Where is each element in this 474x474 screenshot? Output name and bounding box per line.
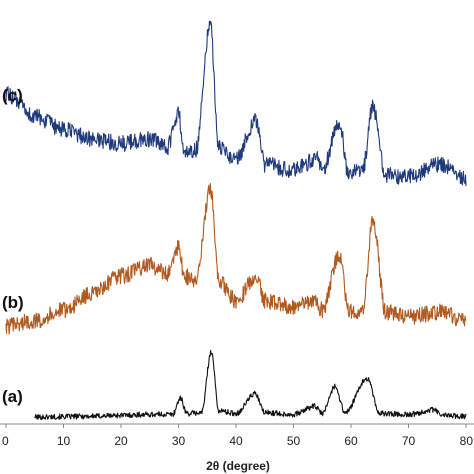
series-labels: (a) (b) (c)	[2, 86, 24, 406]
x-tick-label: 60	[344, 434, 358, 448]
series-label-b: (b)	[2, 293, 24, 312]
x-tick-label: 80	[460, 434, 474, 448]
x-tick-label: 40	[229, 434, 243, 448]
x-tick-label: 30	[172, 434, 186, 448]
x-tick-label: 0	[2, 434, 9, 448]
series-line-a	[34, 349, 467, 421]
x-tick-label: 20	[114, 434, 128, 448]
x-tick-label: 70	[402, 434, 416, 448]
x-axis-ticks: 0 10 20 30 40 50 60 70 80	[2, 424, 473, 448]
x-tick-label: 50	[287, 434, 301, 448]
series-label-a: (a)	[2, 387, 23, 406]
series-line-c	[5, 20, 467, 187]
series-label-c: (c)	[2, 86, 23, 105]
x-axis-title: 2θ (degree)	[206, 459, 270, 473]
x-tick-label: 10	[57, 434, 71, 448]
plot-area	[5, 20, 467, 421]
series-line-b	[5, 182, 467, 335]
